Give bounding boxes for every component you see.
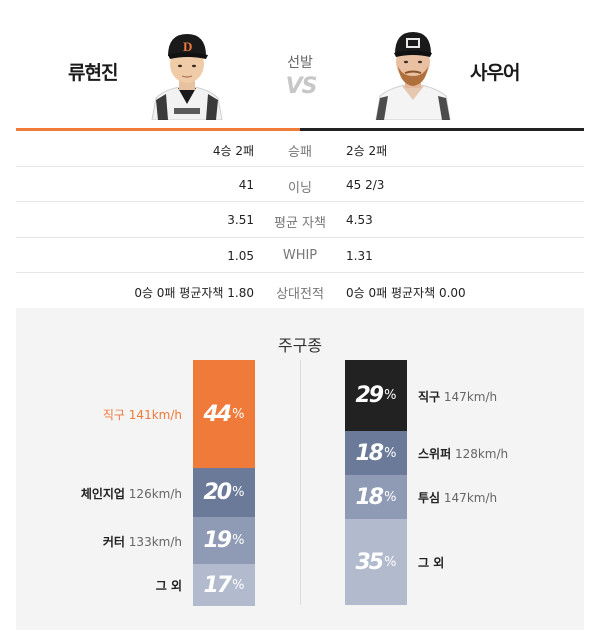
pitch-share-value: 20 — [203, 480, 233, 505]
pitch-name: 체인지업 — [80, 486, 125, 501]
left-stat-value: 1.05 — [227, 248, 254, 263]
matchup-header: 류현진 D 선발 VS — [0, 0, 600, 130]
pitch-mix-title: 주구종 — [277, 336, 323, 355]
pitch-share-value: 18 — [355, 484, 385, 510]
pitch-type-label: 그 외 — [418, 554, 444, 571]
pitch-share-segment: 19% — [193, 517, 255, 564]
stat-label: WHIP — [282, 247, 318, 263]
pitch-speed: 141km/h — [124, 408, 182, 422]
pitch-type-label: 직구 147km/h — [418, 388, 497, 405]
pitch-name: 직구 — [418, 389, 441, 404]
pitch-speed: 128km/h — [451, 447, 509, 461]
pitch-name: 그 외 — [418, 556, 445, 570]
pitch-name: 그 외 — [155, 579, 182, 593]
pitch-share-segment: 18% — [345, 431, 407, 475]
pitch-type-label: 체인지업 126km/h — [81, 485, 182, 502]
pitch-share-value: 18 — [355, 440, 385, 466]
left-pitcher-name[interactable]: 류현진 — [68, 62, 118, 84]
pitch-share-unit: % — [232, 406, 245, 422]
stat-row-innings: 41 이닝 45 2/3 — [16, 167, 584, 202]
pitch-share-unit: % — [384, 489, 397, 505]
left-team-accent-bar — [16, 128, 300, 131]
left-stat-value: 3.51 — [227, 213, 254, 227]
vs-badge: VS — [285, 74, 318, 99]
pitch-share-unit: % — [384, 388, 397, 403]
stat-label: 상대전적 — [276, 287, 324, 302]
stats-comparison-table: 4승 2패 승패 2승 2패 41 이닝 45 2/3 3.51 평균 자책 4… — [16, 131, 584, 309]
pitch-type-label: 투심 147km/h — [418, 489, 497, 506]
pitch-share-value: 19 — [203, 528, 233, 553]
pitch-name: 투심 — [418, 491, 441, 505]
right-team-accent-bar — [300, 128, 584, 131]
right-stat-value: 1.31 — [346, 248, 373, 263]
pitch-share-unit: % — [232, 485, 245, 500]
stat-row-era: 3.51 평균 자책 4.53 — [16, 202, 584, 238]
pitch-share-segment: 17% — [193, 564, 255, 606]
pitch-share-value: 17 — [203, 572, 233, 598]
right-stat-value: 4.53 — [346, 213, 373, 227]
start-label: 선발 — [287, 55, 313, 71]
pitch-share-unit: % — [384, 554, 397, 570]
stat-label: 평균 자책 — [274, 216, 326, 231]
right-stat-value: 2승 2패 — [346, 144, 388, 158]
pitch-name: 스위퍼 — [418, 447, 452, 461]
left-stat-value: 0승 0패 평균자책 1.80 — [134, 286, 254, 300]
pitch-share-unit: % — [232, 533, 245, 548]
pitch-share-value: 35 — [355, 549, 385, 575]
pitch-name: 커터 — [102, 534, 125, 549]
right-pitcher-photo[interactable] — [372, 24, 454, 120]
pitch-name: 직구 — [102, 408, 125, 422]
right-pitcher-name[interactable]: 사우어 — [470, 62, 520, 84]
right-stat-value: 0승 0패 평균자책 0.00 — [346, 286, 466, 300]
pitch-speed: 147km/h — [440, 491, 498, 505]
right-stat-value: 45 2/3 — [346, 177, 385, 192]
stat-row-head-to-head: 0승 0패 평균자책 1.80 상대전적 0승 0패 평균자책 0.00 — [16, 273, 584, 309]
pitch-type-label: 스위퍼 128km/h — [418, 445, 508, 462]
left-stat-value: 41 — [238, 177, 254, 192]
left-stat-value: 4승 2패 — [212, 144, 254, 158]
pitch-type-label: 그 외 — [156, 577, 182, 594]
pitch-type-label: 커터 133km/h — [103, 533, 182, 550]
left-pitcher-photo[interactable]: D — [146, 24, 228, 120]
pitch-speed: 147km/h — [440, 389, 498, 404]
stat-row-record: 4승 2패 승패 2승 2패 — [16, 131, 584, 167]
stat-label: 이닝 — [288, 180, 312, 196]
pitch-divider — [300, 360, 301, 605]
pitch-share-unit: % — [384, 445, 397, 461]
stat-row-whip: 1.05 WHIP 1.31 — [16, 238, 584, 273]
pitch-speed: 133km/h — [124, 534, 182, 549]
pitch-share-segment: 29% — [345, 360, 407, 431]
pitch-share-segment: 18% — [345, 475, 407, 519]
pitch-share-segment: 35% — [345, 519, 407, 605]
pitch-share-segment: 44% — [193, 360, 255, 468]
stat-label: 승패 — [288, 145, 312, 160]
pitch-share-value: 29 — [355, 383, 385, 408]
svg-text:D: D — [183, 39, 192, 54]
pitch-share-unit: % — [232, 577, 245, 593]
pitch-share-segment: 20% — [193, 468, 255, 517]
pitch-type-label: 직구 141km/h — [103, 406, 182, 423]
pitch-share-value: 44 — [203, 401, 233, 427]
pitch-speed: 126km/h — [124, 486, 182, 501]
